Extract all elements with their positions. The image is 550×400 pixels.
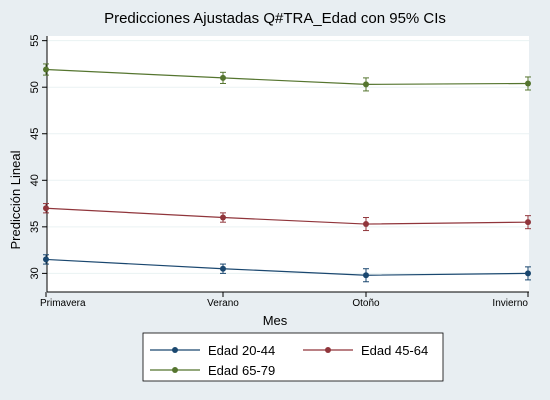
data-point [363, 221, 369, 228]
legend-swatch-marker [172, 347, 178, 353]
y-tick-label: 45 [29, 128, 41, 140]
legend-swatch-marker [172, 367, 178, 373]
x-tick-label: Primavera [40, 298, 86, 309]
y-tick-label: 35 [29, 221, 41, 233]
data-point [525, 80, 531, 87]
y-tick-label: 30 [29, 267, 41, 279]
grid [47, 40, 529, 274]
data-point [43, 205, 49, 212]
legend-label: Edad 20-44 [208, 343, 275, 358]
series-layer [43, 63, 531, 283]
chart-title: Predicciones Ajustadas Q#TRA_Edad con 95… [104, 10, 446, 27]
y-tick-label: 55 [29, 35, 41, 47]
legend-item: Edad 45-64 [303, 343, 428, 358]
legend-swatch-marker [325, 347, 331, 353]
data-point [43, 256, 49, 263]
series-line [45, 258, 529, 276]
y-tick-label: 50 [29, 81, 41, 93]
x-tick-label: Verano [207, 298, 239, 309]
x-tick-label: Otoño [352, 298, 380, 309]
data-point [220, 74, 226, 81]
data-point [363, 81, 369, 88]
data-point [525, 270, 531, 277]
series-1 [43, 254, 531, 283]
series-3 [43, 63, 531, 92]
y-tick-label: 40 [29, 174, 41, 186]
legend-label: Edad 45-64 [361, 343, 428, 358]
legend: Edad 20-44 Edad 45-64 Edad 65-79 [142, 332, 444, 382]
data-point [220, 265, 226, 272]
x-tick-label: Invierno [492, 298, 528, 309]
legend-box [142, 332, 444, 382]
legend-item: Edad 20-44 [150, 343, 275, 358]
axes: 30 35 40 45 50 55 Primavera Verano Otoño Invierno [29, 35, 529, 309]
legend-label: Edad 65-79 [208, 363, 275, 378]
data-point [43, 66, 49, 73]
plot-area [47, 36, 529, 292]
legend-item: Edad 65-79 [150, 363, 275, 378]
y-axis-label: Predicción Lineal [8, 150, 23, 249]
series-2 [43, 203, 531, 232]
data-point [363, 272, 369, 279]
series-line [45, 207, 529, 225]
series-line [45, 68, 529, 86]
x-axis-label: Mes [263, 313, 288, 328]
data-point [220, 214, 226, 221]
data-point [525, 219, 531, 226]
